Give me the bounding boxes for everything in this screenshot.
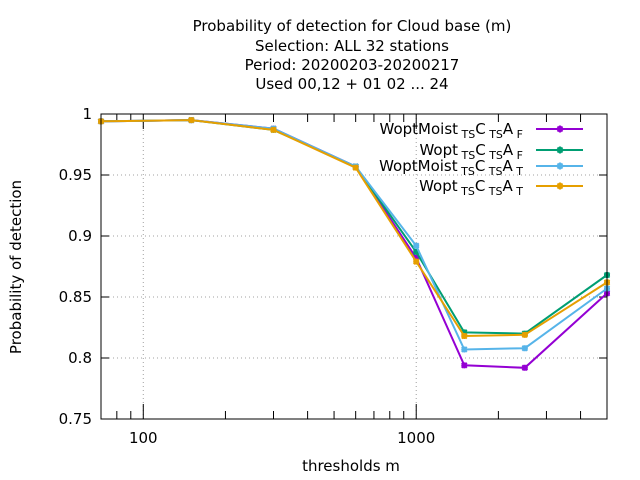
legend-label: Wopt TSC TSA T [419,177,523,198]
y-tick-label: 0.85 [59,288,92,306]
data-point [413,248,420,256]
data-point [188,116,195,124]
legend-label: WoptMoist TSC TSA F [380,120,524,141]
data-point [521,364,529,371]
y-tick-label: 0.8 [68,349,92,367]
axis-ticks: 0.75 0.8 0.85 0.9 0.95 1 100 1000 [59,105,607,447]
title-line-3: Period: 20200203-20200217 [244,56,460,74]
y-tick-label: 1 [82,105,92,123]
data-point [413,242,420,249]
legend-marker [556,125,564,133]
series-lines [97,116,611,371]
title-line-1: Probability of detection for Cloud base … [192,17,512,35]
data-point [521,345,529,352]
legend-label: Wopt TSC TSA F [419,141,523,162]
data-point [461,346,468,353]
x-tick-label: 1000 [397,429,435,447]
data-point [461,332,468,340]
plot-frame [100,113,608,420]
data-point [461,362,468,369]
x-tick-label: 100 [129,429,158,447]
y-axis-label: Probability of detection [7,180,25,354]
y-tick-label: 0.95 [59,166,92,184]
data-point [461,329,468,336]
y-tick-label: 0.9 [68,227,92,245]
data-point [521,331,529,339]
data-point [352,164,359,171]
series-line-4 [100,119,608,338]
title-line-2: Selection: ALL 32 stations [255,37,449,55]
legend-marker [556,162,564,170]
data-point [413,258,420,265]
legend-label: WoptMoist TSC TSA T [379,157,523,178]
series-line-2 [100,119,608,335]
data-point [413,254,420,262]
y-tick-label: 0.75 [59,410,92,428]
grid [101,114,607,419]
title-line-4: Used 00,12 + 01 02 ... 24 [255,75,449,93]
legend-marker [556,146,564,154]
legend-marker [556,182,564,190]
x-axis-label: thresholds m [302,457,400,475]
series-line-3 [100,119,608,351]
data-point [270,126,277,134]
